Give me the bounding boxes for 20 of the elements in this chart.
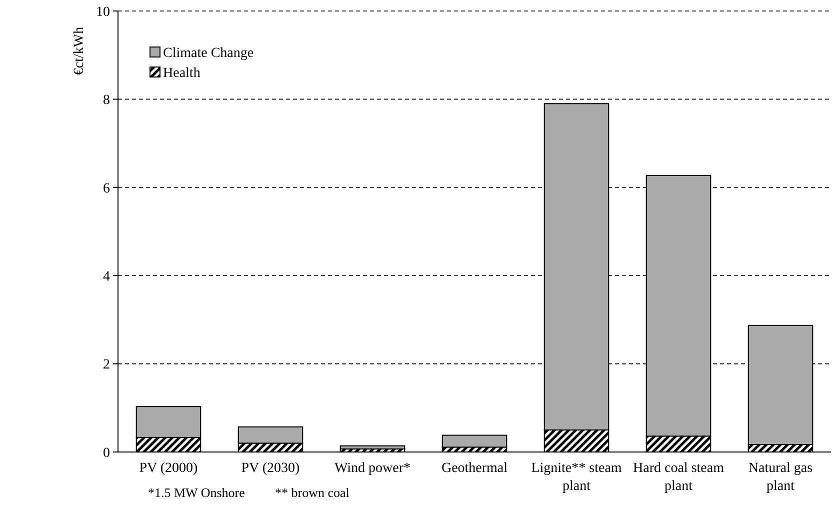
- x-tick-label: Hard coal steam plant: [633, 461, 724, 494]
- x-tick-label: Geothermal: [441, 461, 508, 476]
- y-tick-label: 0: [103, 446, 110, 461]
- y-tick-label: 10: [96, 4, 110, 20]
- x-tick-label: Wind power*: [334, 461, 411, 476]
- text: ** brown coal: [275, 485, 350, 500]
- legend-label: Climate Change: [163, 46, 254, 61]
- text: *1.5 MW Onshore: [148, 485, 246, 500]
- y-tick-label: 2: [103, 358, 110, 373]
- x-tick-label: Natural gas plant: [748, 461, 813, 494]
- x-tick-label: PV (2000): [139, 461, 198, 476]
- y-tick-label: 8: [103, 93, 110, 108]
- x-tick-label: PV (2030): [241, 461, 300, 476]
- legend-label: Health: [163, 66, 200, 81]
- y-tick-label: 6: [103, 181, 110, 196]
- bar: [340, 445, 406, 450]
- bar: [442, 434, 508, 448]
- y-tick-label: 4: [103, 270, 110, 284]
- x-tick-label: Lignite** steam plant: [531, 461, 622, 494]
- y-axis-title: €ct/kWh: [72, 26, 87, 76]
